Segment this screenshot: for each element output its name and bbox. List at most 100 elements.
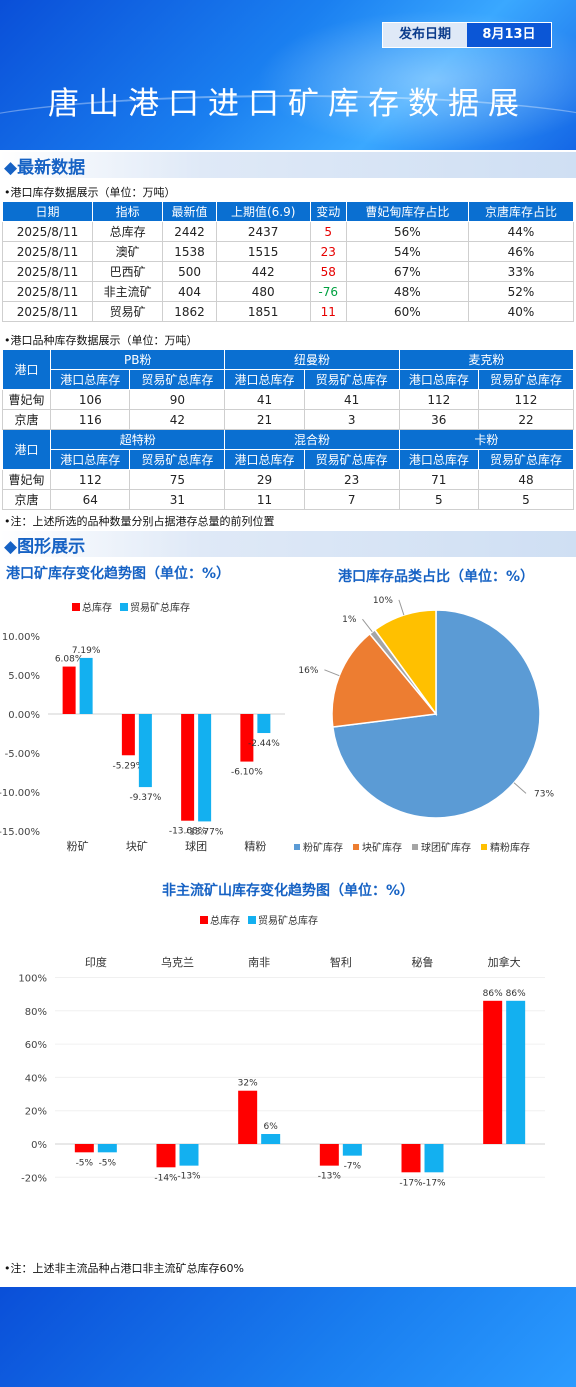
bar [424, 1144, 444, 1173]
data-label: -5.29% [112, 761, 144, 771]
column-header: 指标 [91, 201, 164, 222]
section-latest-data: ◆最新数据 [0, 152, 576, 178]
data-label: -7% [344, 1162, 362, 1172]
table-cell: 31 [129, 489, 226, 510]
bar [240, 714, 254, 762]
table-cell: 2025/8/11 [2, 301, 93, 322]
variety-header: 超特粉 [50, 429, 226, 450]
table-cell: 曹妃甸 [1, 469, 52, 490]
slice-label: 10% [373, 596, 393, 606]
table-cell: 29 [224, 469, 305, 490]
data-label: -17% [399, 1178, 423, 1188]
column-header: 上期值(6.9) [215, 201, 311, 222]
data-label: -17% [422, 1178, 446, 1188]
legend-swatch [481, 844, 487, 850]
table-cell: 2025/8/11 [2, 241, 93, 262]
y-tick-label: 40% [25, 1073, 47, 1084]
legend-label: 贸易矿总库存 [258, 914, 318, 927]
table-row: 京唐 116 42 21 3 36 22 [1, 409, 575, 430]
group-header-row: 港口 超特粉 混合粉 卡粉 [1, 429, 575, 470]
y-tick-label: -20% [21, 1173, 47, 1184]
y-tick-label: -5.00% [5, 749, 40, 760]
sub-header: 贸易矿总库存 [129, 449, 226, 470]
table-cell: 5 [309, 221, 347, 242]
bar [257, 714, 271, 734]
data-label: 6% [264, 1122, 279, 1132]
data-label: -13.68% [169, 827, 207, 837]
legend-swatch [120, 603, 128, 611]
sub-header: 贸易矿总库存 [303, 449, 400, 470]
section-charts: ◆图形展示 [0, 531, 576, 557]
data-label: -13.77% [186, 827, 224, 837]
table-cell: 巴西矿 [91, 261, 164, 282]
legend-label: 球团矿库存 [421, 841, 471, 854]
legend-label: 贸易矿总库存 [130, 601, 190, 614]
y-tick-label: 60% [25, 1040, 47, 1051]
sub-header: 港口总库存 [398, 369, 479, 390]
table-cell: 21 [224, 409, 305, 430]
data-label: -13% [177, 1172, 201, 1182]
bar [156, 1144, 176, 1168]
column-header: 最新值 [162, 201, 217, 222]
table-cell: 112 [477, 389, 575, 410]
sub-header: 贸易矿总库存 [129, 369, 226, 390]
table-row: 2025/8/11 澳矿 1538 1515 23 54% 46% [2, 241, 575, 262]
table-cell: 总库存 [91, 221, 164, 242]
data-label: -5% [99, 1158, 117, 1168]
data-label: -2.44% [248, 739, 280, 749]
table-cell: 2025/8/11 [2, 281, 93, 302]
category-label: 球团 [185, 839, 207, 853]
category-label: 秘鲁 [412, 955, 434, 969]
header-banner: 发布日期 8月13日 唐山港口进口矿库存数据展 [0, 0, 576, 150]
sub-header: 港口总库存 [50, 449, 131, 470]
table-cell: 1862 [162, 301, 217, 322]
legend-swatch [72, 603, 80, 611]
category-label: 精粉 [244, 840, 266, 853]
port-inventory-table: 日期 指标 最新值 上期值(6.9) 变动 曹妃甸库存占比 京唐库存占比 2025/8/11… [2, 201, 575, 322]
chart3-title: 非主流矿山库存变化趋势图（单位：%） [161, 883, 415, 899]
table-cell: 2025/8/11 [2, 261, 93, 282]
table-cell: 40% [467, 301, 575, 322]
leader-line [513, 782, 527, 794]
bar [181, 714, 195, 821]
variety-header: 混合粉 [224, 429, 400, 450]
nonmainstream-change-chart: 总库存贸易矿总库存100%80%60%40%20%0%-20%-40%印度-5%… [18, 914, 545, 1188]
category-label: 智利 [330, 955, 352, 969]
table-cell: 112 [50, 469, 131, 490]
port-ore-share-pie: 73% 16% 1% 10% 粉矿库存 块矿库存 球团矿库存 精粉库存 [294, 596, 554, 854]
chart1-title: 港口矿库存变化趋势图（单位：%） [6, 566, 231, 582]
table-cell: 1851 [215, 301, 311, 322]
date-box: 发布日期 8月13日 [382, 22, 552, 48]
table-cell: 5 [477, 489, 575, 510]
bar [79, 657, 93, 714]
data-label: -6.10% [231, 768, 263, 778]
sub-header: 港口总库存 [398, 449, 479, 470]
y-tick-label: -15.00% [0, 827, 40, 838]
footer-banner [0, 1287, 576, 1387]
sub-header: 贸易矿总库存 [477, 369, 575, 390]
column-header: 曹妃甸库存占比 [345, 201, 469, 222]
table-cell: 33% [467, 261, 575, 282]
table-cell: 1538 [162, 241, 217, 262]
pie-slice [331, 632, 438, 728]
data-label: 86% [506, 989, 526, 999]
bar [401, 1144, 421, 1173]
port-ore-change-chart: 总库存 贸易矿总库存 10.00% 5.00% 0.00% -5.00% -10.00% -1… [0, 601, 285, 853]
category-label: 南非 [248, 956, 270, 969]
table-cell: 75 [129, 469, 226, 490]
table-cell: 60% [345, 301, 469, 322]
category-label: 粉矿 [67, 840, 89, 853]
table-cell: 2025/8/11 [2, 221, 93, 242]
sub-header-row: 港口总库存 贸易矿总库存 港口总库存 贸易矿总库存 港口总库存 贸易矿总库存 [3, 369, 575, 390]
data-label: 86% [483, 989, 503, 999]
legend-swatch [248, 916, 256, 924]
bar [238, 1090, 258, 1144]
legend-swatch [294, 844, 300, 850]
sub-header: 港口总库存 [50, 369, 131, 390]
sub-header: 贸易矿总库存 [303, 369, 400, 390]
slice-label: 73% [534, 789, 554, 799]
variety-header: PB粉 [50, 349, 226, 370]
legend-swatch [412, 844, 418, 850]
bar [97, 1144, 117, 1153]
table-cell: 480 [215, 281, 311, 302]
